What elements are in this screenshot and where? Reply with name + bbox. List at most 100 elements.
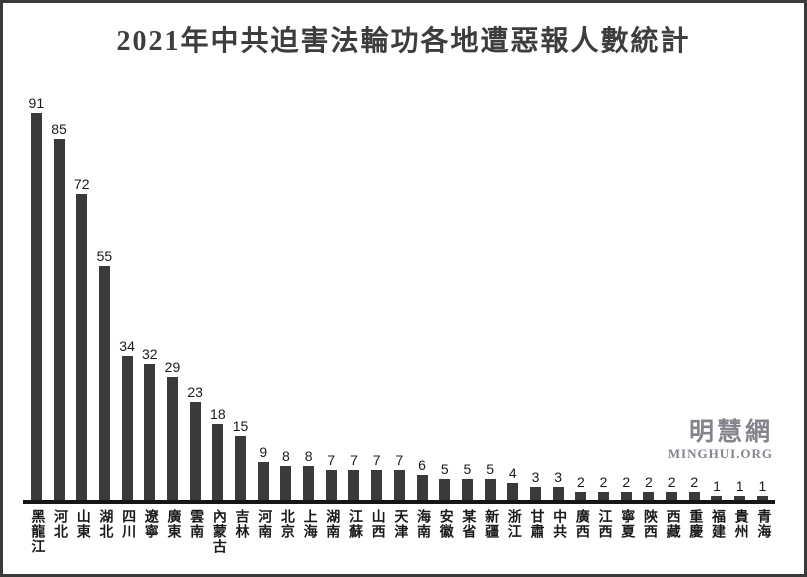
category-label: 北京	[278, 509, 294, 539]
bar	[371, 470, 383, 500]
category-label-column: 湖南	[320, 509, 343, 554]
bar	[325, 470, 337, 500]
bar	[734, 495, 746, 500]
bar-value-label: 2	[599, 473, 608, 490]
bar-column: 5	[479, 461, 502, 500]
category-label: 河北	[52, 509, 68, 539]
bar-value-label: 5	[486, 460, 494, 477]
category-label-column: 廣東	[161, 509, 184, 554]
bar-value-label: 8	[282, 448, 290, 464]
bar-value-label: 55	[96, 248, 113, 265]
category-label: 江西	[596, 509, 612, 539]
bar-value-label: 34	[119, 337, 135, 354]
category-label-column: 青海	[751, 509, 774, 554]
bar	[598, 491, 610, 500]
category-label: 天津	[392, 509, 408, 539]
category-label-column: 吉林	[229, 509, 252, 554]
category-label-column: 江蘇	[343, 509, 366, 554]
bar-column: 7	[343, 452, 366, 500]
bar-column: 2	[638, 474, 661, 500]
bar	[711, 495, 723, 500]
bar-column: 1	[751, 478, 774, 500]
bar	[348, 470, 360, 500]
bar-value-label: 4	[508, 465, 517, 481]
bar-column: 1	[728, 478, 751, 500]
category-label: 山西	[369, 509, 385, 539]
category-label: 浙江	[505, 509, 521, 539]
category-label-column: 河南	[252, 509, 275, 554]
bar	[507, 483, 519, 500]
category-label: 福建	[709, 509, 725, 539]
category-label-column: 遼寧	[138, 509, 161, 554]
bar-value-label: 32	[141, 346, 158, 362]
bar	[53, 138, 65, 500]
category-label: 黑龍江	[29, 509, 45, 554]
category-label-column: 天津	[388, 509, 411, 554]
bar	[30, 113, 42, 500]
watermark-chinese-logo: 明慧網	[688, 419, 773, 446]
bar-value-label: 7	[372, 452, 381, 469]
bar-column: 3	[524, 469, 547, 500]
category-label-column: 北京	[275, 509, 298, 554]
category-label: 河南	[256, 509, 272, 539]
bar-column: 2	[615, 474, 638, 500]
bar-column: 6	[411, 457, 434, 500]
category-axis-labels: 黑龍江 河北 山東 湖北 四川 遼寧 廣東 雲南 內蒙古 吉林 河南 北京 上海 湖南 江蘇 山西 天津 海南 安徽…	[23, 509, 775, 554]
bar	[416, 474, 428, 500]
category-label-column: 湖北	[93, 509, 116, 554]
bar-chart: 91 85 72 55 34 32 29 23 18 15 9 8 8 7 7 7 7 6 5 5 5 4 3 3 2 2 2 2 2 2…	[23, 95, 775, 554]
bar	[303, 466, 315, 500]
category-label: 廣東	[165, 509, 181, 539]
bar-column: 72	[70, 176, 93, 500]
bar-value-label: 85	[51, 120, 67, 137]
category-label: 江蘇	[346, 509, 362, 539]
bar	[257, 461, 269, 500]
bar-value-label: 29	[164, 358, 181, 375]
category-label: 湖北	[97, 509, 113, 539]
bar-value-label: 5	[463, 460, 472, 477]
bar	[643, 491, 655, 500]
category-label: 某省	[460, 509, 476, 539]
category-label-column: 中共	[547, 509, 570, 554]
bar-value-label: 23	[187, 384, 203, 401]
bar-value-label: 5	[440, 460, 449, 477]
watermark-latin-logo: MINGHUI.ORG	[667, 446, 773, 461]
category-label: 吉林	[233, 509, 249, 539]
category-label: 陝西	[641, 509, 657, 539]
bar-value-label: 2	[576, 473, 585, 490]
category-label: 湖南	[324, 509, 340, 539]
category-label-column: 內蒙古	[207, 509, 230, 554]
category-label: 內蒙古	[210, 509, 226, 554]
bar-value-label: 3	[554, 469, 563, 486]
category-label-column: 貴州	[728, 509, 751, 554]
plot-area: 91 85 72 55 34 32 29 23 18 15 9 8 8 7 7 7 7 6 5 5 5 4 3 3 2 2 2 2 2 2…	[23, 95, 775, 504]
category-label-column: 海南	[411, 509, 434, 554]
category-label-column: 浙江	[501, 509, 524, 554]
category-label-column: 甘肅	[524, 509, 547, 554]
category-label-column: 四川	[116, 509, 139, 554]
category-label: 甘肅	[528, 509, 544, 539]
bar-column: 4	[501, 465, 524, 500]
bar-value-label: 1	[758, 477, 767, 494]
category-label-column: 陝西	[638, 509, 661, 554]
bar	[461, 478, 473, 500]
bar-value-label: 8	[304, 448, 313, 464]
bar-column: 5	[456, 461, 479, 500]
category-label: 山東	[74, 509, 90, 539]
bar-column: 2	[592, 473, 615, 500]
bar-value-label: 1	[713, 477, 721, 494]
bar	[121, 355, 133, 500]
bar-value-label: 9	[259, 443, 268, 460]
bar	[484, 478, 496, 500]
category-label: 重慶	[687, 509, 703, 539]
bar	[280, 466, 292, 500]
category-label: 新疆	[483, 509, 499, 539]
category-label: 上海	[301, 509, 317, 539]
bar	[393, 470, 405, 500]
bar-column: 91	[25, 95, 48, 500]
bar	[144, 364, 156, 500]
category-label-column: 福建	[706, 509, 729, 554]
bar	[98, 266, 110, 500]
category-label: 中共	[551, 509, 567, 539]
bar-column: 7	[365, 452, 388, 500]
